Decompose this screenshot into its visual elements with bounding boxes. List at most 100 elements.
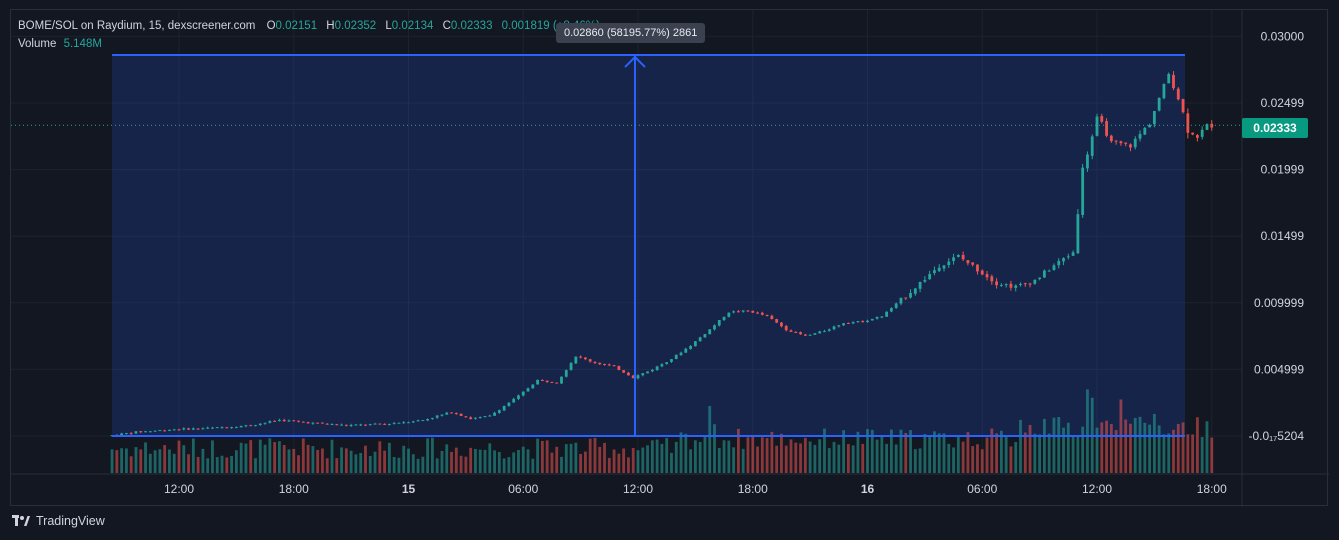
candle-body: [497, 410, 501, 413]
candle-body: [411, 421, 415, 423]
volume-bar: [125, 448, 128, 473]
candle-body: [402, 422, 406, 424]
volume-bar: [947, 443, 951, 473]
candle-body: [1129, 144, 1132, 148]
candle-body: [593, 361, 597, 364]
volume-bar: [234, 450, 238, 473]
volume-bar: [1200, 437, 1204, 473]
candle-body: [1090, 136, 1094, 156]
volume-bar: [875, 439, 879, 473]
volume-bar: [870, 429, 874, 473]
volume-bar: [526, 449, 530, 473]
candle-body: [1100, 116, 1104, 122]
low-label: L: [385, 20, 392, 32]
candle-body: [966, 260, 970, 264]
volume-bar: [660, 443, 664, 473]
candle-body: [588, 359, 592, 362]
volume-bar: [1043, 418, 1046, 473]
candle-body: [249, 425, 253, 427]
candle-body: [823, 331, 826, 333]
tradingview-brand[interactable]: TradingView: [12, 514, 105, 528]
volume-bar: [727, 440, 731, 473]
candle-body: [918, 281, 922, 289]
candle-body: [254, 425, 257, 427]
candle-body: [349, 424, 353, 426]
volume-bar: [1152, 414, 1156, 473]
volume-bar: [1186, 434, 1190, 473]
candle-body: [947, 261, 951, 266]
candle-body: [230, 427, 233, 429]
volume-bar: [999, 430, 1003, 473]
volume-bar: [244, 443, 248, 473]
volume-bar: [693, 440, 697, 473]
volume-bar: [536, 438, 539, 473]
volume-bar: [890, 429, 893, 473]
candle-body: [579, 356, 583, 358]
candle-body: [909, 292, 912, 298]
candle-body: [340, 424, 343, 426]
volume-bar: [641, 447, 645, 473]
candle-body: [641, 373, 645, 376]
volume-bar: [402, 445, 406, 473]
candle-body: [1043, 270, 1046, 278]
candle-body: [818, 331, 822, 334]
volume-bar: [808, 441, 812, 473]
volume-bar: [603, 442, 606, 473]
volume-bar: [689, 449, 692, 473]
volume-bar: [1138, 416, 1142, 473]
candle-body: [182, 428, 186, 430]
candle-body: [703, 334, 707, 338]
chart-canvas[interactable]: 0.03000 0.02499 0.01999 0.01499 0.009999 0.00…: [11, 10, 1329, 507]
volume-bar: [421, 456, 425, 473]
candle-body: [263, 422, 267, 424]
candle-body: [846, 322, 850, 324]
candle-body: [746, 310, 750, 312]
volume-bar: [206, 458, 210, 473]
candle-body: [1047, 270, 1051, 272]
volume-bar: [937, 433, 941, 473]
candle-body: [952, 257, 955, 261]
volume-bar: [612, 449, 616, 473]
volume-bar: [493, 450, 496, 473]
candle-body: [904, 297, 908, 299]
price-tick-label: 0.01999: [1261, 163, 1305, 177]
volume-bar: [1109, 424, 1113, 473]
candle-body: [607, 364, 611, 366]
volume-bar: [134, 447, 138, 473]
volume-bar: [631, 447, 635, 473]
volume-bar: [268, 438, 272, 473]
measure-range-box: [112, 55, 1185, 436]
candle-body: [469, 417, 473, 419]
candle-body: [454, 413, 458, 415]
volume-bar: [177, 440, 181, 473]
candle-body: [431, 417, 434, 419]
volume-bar: [1148, 424, 1151, 473]
candle-body: [789, 330, 793, 332]
volume-bar: [387, 442, 391, 473]
candle-body: [956, 255, 960, 257]
candle-body: [650, 369, 654, 372]
volume-value: 5.148M: [63, 38, 102, 50]
candle-body: [325, 423, 329, 425]
volume-bar: [440, 450, 444, 473]
candle-body: [564, 370, 568, 377]
volume-bar: [799, 443, 802, 473]
volume-bar: [670, 452, 673, 473]
volume-bar: [574, 442, 578, 473]
volume-bar: [1133, 417, 1137, 473]
candle-body: [928, 273, 932, 280]
candle-body: [780, 322, 783, 327]
volume-bar: [201, 448, 205, 473]
time-tick-label: 18:00: [1197, 482, 1227, 496]
volume-bar: [646, 445, 649, 473]
candle-body: [1004, 284, 1008, 286]
volume-bar: [966, 432, 970, 473]
candle-body: [125, 433, 128, 435]
chart-frame[interactable]: 0.03000 0.02499 0.01999 0.01499 0.009999 0.00…: [10, 9, 1329, 507]
candle-body: [999, 285, 1003, 287]
candle-body: [258, 423, 262, 426]
volume-bar: [985, 437, 989, 473]
volume-bar: [1047, 433, 1051, 473]
volume-bar: [555, 446, 559, 473]
candle-body: [1148, 124, 1151, 128]
